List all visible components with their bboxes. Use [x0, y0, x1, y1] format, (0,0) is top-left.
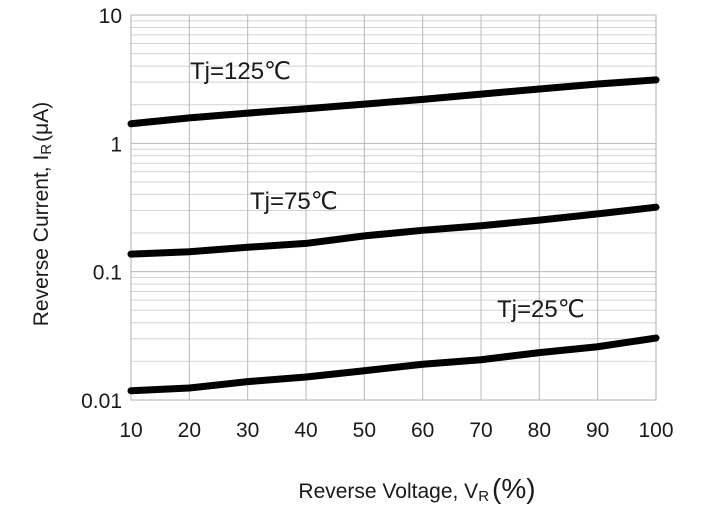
y-tick-label: 10: [99, 5, 122, 28]
series-label: Tj=25℃: [497, 296, 585, 323]
x-axis-title-sub: R: [478, 488, 489, 505]
y-axis-title: Reverse Current, IR (μA): [30, 102, 55, 327]
x-tick-label: 10: [119, 419, 142, 442]
x-tick-label: 30: [236, 419, 259, 442]
series-group: [127, 76, 660, 395]
x-axis-title-unit: (%): [492, 473, 536, 504]
x-axis-title: Reverse Voltage, VR (%): [298, 473, 535, 505]
x-tick-label: 60: [411, 419, 434, 442]
x-tick-label: 20: [178, 419, 201, 442]
series-labels: Tj=125℃ Tj=75℃ Tj=25℃: [190, 58, 585, 323]
series-line: [127, 76, 660, 128]
y-tick-label: 0.01: [81, 390, 122, 413]
y-axis-title-main: Reverse Current, I: [30, 155, 53, 327]
y-tick-label: 0.1: [93, 262, 122, 285]
y-axis-title-unit: (μA): [30, 102, 53, 142]
series-line: [127, 334, 660, 395]
y-tick-label: 1: [110, 133, 122, 156]
x-tick-label: 70: [469, 419, 492, 442]
y-axis-title-sub: R: [38, 144, 55, 155]
y-tick-labels: 10 1 0.1 0.01: [81, 5, 122, 413]
series-label: Tj=125℃: [190, 58, 291, 85]
x-tick-label: 50: [353, 419, 376, 442]
x-axis-title-main: Reverse Voltage, V: [298, 480, 478, 503]
x-tick-label: 90: [586, 419, 609, 442]
x-tick-label: 80: [528, 419, 551, 442]
series-line: [127, 203, 660, 258]
x-tick-label: 40: [294, 419, 317, 442]
x-tick-labels: 10 20 30 40 50 60 70 80 90 100: [119, 419, 673, 442]
x-tick-label: 100: [638, 419, 673, 442]
series-label: Tj=75℃: [250, 188, 338, 215]
